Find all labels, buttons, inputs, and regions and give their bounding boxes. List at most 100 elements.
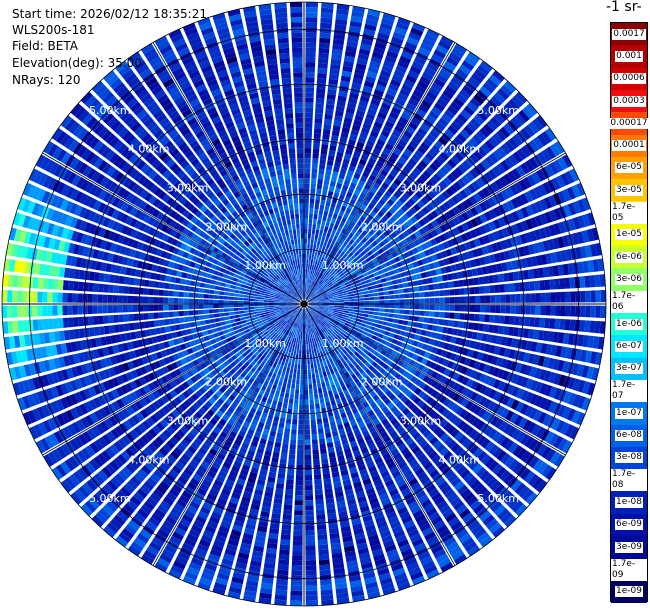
ray-gate (500, 189, 510, 201)
ray-gate (379, 308, 385, 312)
ray-gate (310, 238, 314, 245)
ray-gate (384, 249, 391, 256)
ray-gate (443, 422, 452, 432)
ray-gate (479, 60, 493, 73)
ray-gate (320, 257, 325, 263)
ray-gate (497, 380, 506, 391)
ray-gate (488, 168, 498, 180)
ray-gate (374, 456, 384, 465)
ray-gate (292, 550, 303, 556)
ray-gate (266, 334, 272, 340)
ray-gate (384, 143, 394, 151)
ray-gate (316, 77, 327, 84)
ray-gate (272, 503, 282, 510)
ray-gate (369, 469, 379, 478)
ray-gate (347, 315, 353, 320)
ray-gate (320, 321, 326, 327)
ray-gate (476, 267, 483, 276)
ray-gate (341, 316, 348, 320)
ray-gate (334, 300, 340, 303)
ray-gate (495, 357, 504, 367)
ray-gate (328, 261, 334, 268)
ray-gate (64, 476, 77, 490)
ray-gate (540, 343, 548, 354)
ray-gate (356, 542, 368, 550)
ray-gate (82, 431, 93, 443)
ray-gate (382, 12, 396, 22)
ray-gate (586, 228, 595, 242)
ray-gate (384, 93, 395, 102)
ray-gate (325, 432, 332, 439)
ray-gate (402, 192, 411, 201)
ray-gate (143, 384, 151, 394)
ray-gate (437, 405, 446, 415)
ray-gate (334, 161, 341, 168)
ray-gate (268, 532, 279, 540)
ray-gate (88, 373, 97, 384)
ray-gate (296, 374, 300, 380)
ray-gate (423, 264, 431, 271)
ray-gate (251, 391, 258, 398)
ray-gate (401, 238, 409, 246)
ray-gate (320, 17, 333, 24)
ray-gate (184, 449, 194, 459)
ray-gate (370, 247, 377, 254)
ray-gate (362, 287, 368, 292)
ray-gate (404, 41, 418, 51)
ray-gate (287, 336, 292, 342)
ray-gate (314, 314, 319, 319)
ray-gate (357, 180, 365, 188)
ray-gate (425, 419, 435, 428)
ray-gate (469, 97, 482, 109)
ray-gate (541, 149, 552, 162)
ray-gate (468, 278, 475, 286)
ray-gate (177, 475, 188, 485)
ray-gate (415, 422, 425, 431)
ray-gate (530, 305, 536, 315)
ray-gate (550, 344, 558, 356)
ray-gate (190, 384, 198, 393)
ray-gate (305, 288, 307, 295)
ray-gate (202, 529, 215, 539)
ray-gate (333, 192, 340, 199)
ray-gate (304, 459, 312, 466)
ray-gate (60, 397, 69, 410)
ray-gate (237, 324, 243, 329)
ray-gate (325, 200, 331, 207)
ray-gate (560, 172, 571, 186)
ray-gate (374, 41, 387, 50)
ray-gate (425, 396, 434, 405)
ray-gate (141, 420, 151, 430)
ray-gate (396, 278, 403, 284)
ray-gate (431, 346, 438, 354)
ray-gate (411, 405, 420, 414)
ray-gate (399, 330, 406, 337)
ray-gate (336, 236, 342, 243)
ray-gate (383, 312, 390, 317)
ray-gate (359, 408, 367, 416)
ray-gate (294, 358, 298, 365)
ray-gate (323, 285, 329, 290)
ray-gate (370, 98, 381, 107)
ray-gate (339, 251, 345, 257)
ray-gate (450, 101, 462, 112)
ray-gate (433, 339, 440, 347)
ray-gate (390, 151, 400, 160)
ray-gate (305, 540, 316, 546)
ray-gate (236, 478, 246, 486)
ray-gate (443, 342, 450, 350)
ray-gate (192, 333, 199, 340)
ray-gate (304, 424, 310, 430)
ray-gate (371, 267, 378, 273)
ray-gate (543, 196, 553, 209)
ray-gate (251, 555, 263, 563)
ray-gate (343, 153, 352, 161)
ray-gate (304, 163, 311, 169)
ray-gate (305, 535, 316, 541)
ray-gate (435, 183, 445, 193)
ray-gate (380, 129, 390, 138)
ray-gate (313, 297, 319, 301)
ray-gate (254, 327, 261, 332)
ray-gate (505, 410, 515, 422)
ray-gate (295, 485, 303, 491)
